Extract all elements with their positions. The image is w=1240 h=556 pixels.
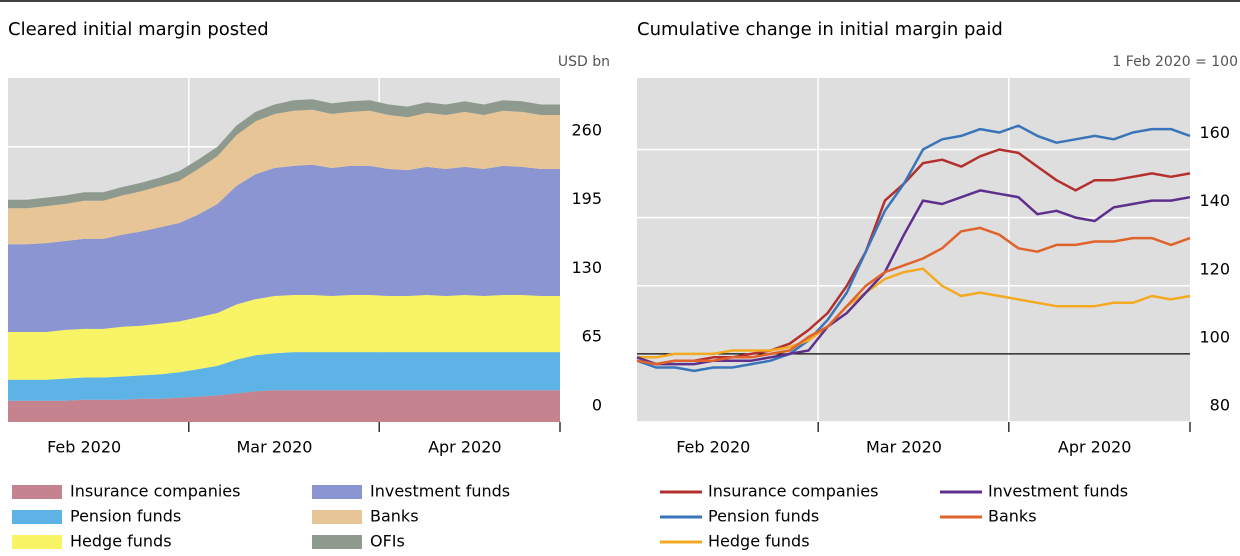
legend-label: Pension funds	[70, 507, 181, 526]
line	[637, 267, 1191, 359]
line	[636, 226, 1191, 366]
chart-title: Cumulative change in initial margin paid	[637, 19, 1003, 40]
area	[8, 99, 560, 209]
legend-label: Banks	[988, 507, 1037, 526]
line	[636, 124, 1191, 373]
area	[8, 390, 560, 422]
legend-label: Pension funds	[708, 507, 819, 526]
y-axis-unit: USD bn	[558, 54, 610, 70]
legend-swatch	[312, 535, 362, 549]
line	[636, 189, 1191, 366]
legend-swatch	[12, 535, 62, 549]
legend-label: Hedge funds	[708, 532, 810, 551]
y-axis-unit: 1 Feb 2020 = 100	[1112, 54, 1238, 70]
legend-label: Insurance companies	[708, 482, 878, 501]
legend-swatch	[12, 510, 62, 524]
y-tick-label: 0	[592, 396, 602, 415]
area	[8, 109, 560, 245]
legend-swatch	[312, 510, 362, 524]
legend-label: Insurance companies	[70, 482, 240, 501]
area	[8, 164, 560, 332]
x-tick-label: Apr 2020	[1058, 438, 1131, 457]
chart-title: Cleared initial margin posted	[8, 19, 269, 40]
legend-label: OFIs	[370, 532, 405, 551]
legend-label: Banks	[370, 507, 419, 526]
plot-background	[637, 78, 1190, 422]
y-tick-label: 195	[571, 189, 602, 208]
y-tick-label: 65	[582, 327, 602, 346]
y-tick-label: 130	[571, 258, 602, 277]
y-tick-label: 80	[1210, 396, 1230, 415]
y-tick-label: 160	[1199, 123, 1230, 142]
area	[8, 352, 560, 401]
legend-label: Investment funds	[988, 482, 1128, 501]
y-tick-label: 100	[1199, 327, 1230, 346]
legend-label: Hedge funds	[70, 532, 172, 551]
legend-label: Investment funds	[370, 482, 510, 501]
x-tick-label: Feb 2020	[47, 438, 121, 457]
area	[8, 295, 560, 380]
x-tick-label: Apr 2020	[428, 438, 501, 457]
legend-swatch	[312, 485, 362, 499]
legend-swatch	[12, 485, 62, 499]
x-tick-label: Mar 2020	[866, 438, 942, 457]
y-tick-label: 120	[1199, 259, 1230, 278]
y-tick-label: 140	[1199, 191, 1230, 210]
x-tick-label: Feb 2020	[676, 438, 750, 457]
x-tick-label: Mar 2020	[236, 438, 312, 457]
y-tick-label: 260	[571, 120, 602, 139]
